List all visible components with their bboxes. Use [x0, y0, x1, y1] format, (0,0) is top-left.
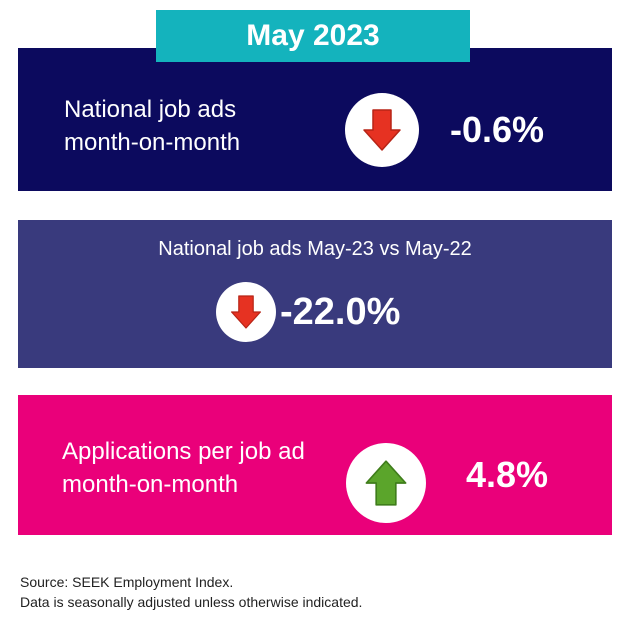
metric-label: Applications per job ad month-on-month — [62, 435, 332, 501]
footer-note-line: Data is seasonally adjusted unless other… — [20, 594, 363, 610]
metric-label: National job ads month-on-month — [64, 93, 304, 159]
up-arrow-icon — [346, 443, 426, 523]
source-footer: Source: SEEK Employment Index. Data is s… — [20, 572, 362, 612]
down-arrow-icon — [216, 282, 276, 342]
metric-label-line-2: month-on-month — [62, 471, 239, 498]
metric-panel-applications-per-job-ad: Applications per job ad month-on-month 4… — [18, 395, 612, 535]
metric-panel-national-job-ads-mom: National job ads month-on-month -0.6% — [18, 48, 612, 191]
metric-label-line-1: National job ads — [64, 96, 237, 123]
metric-value: -22.0% — [280, 291, 401, 333]
metric-panel-national-job-ads-yoy: National job ads May-23 vs May-22 -22.0% — [18, 220, 612, 368]
metric-value: 4.8% — [466, 454, 549, 495]
metric-subtitle: National job ads May-23 vs May-22 — [158, 238, 472, 260]
down-arrow-icon — [345, 93, 419, 167]
metric-value-row: -22.0% — [216, 282, 400, 342]
header-title: May 2023 — [246, 19, 380, 52]
footer-source-line: Source: SEEK Employment Index. — [20, 574, 234, 590]
metric-label-line-2: month-on-month — [64, 129, 241, 156]
metric-label-line-1: Applications per job ad — [62, 438, 305, 465]
header-title-tab: May 2023 — [156, 10, 470, 62]
metric-value: -0.6% — [450, 109, 545, 150]
